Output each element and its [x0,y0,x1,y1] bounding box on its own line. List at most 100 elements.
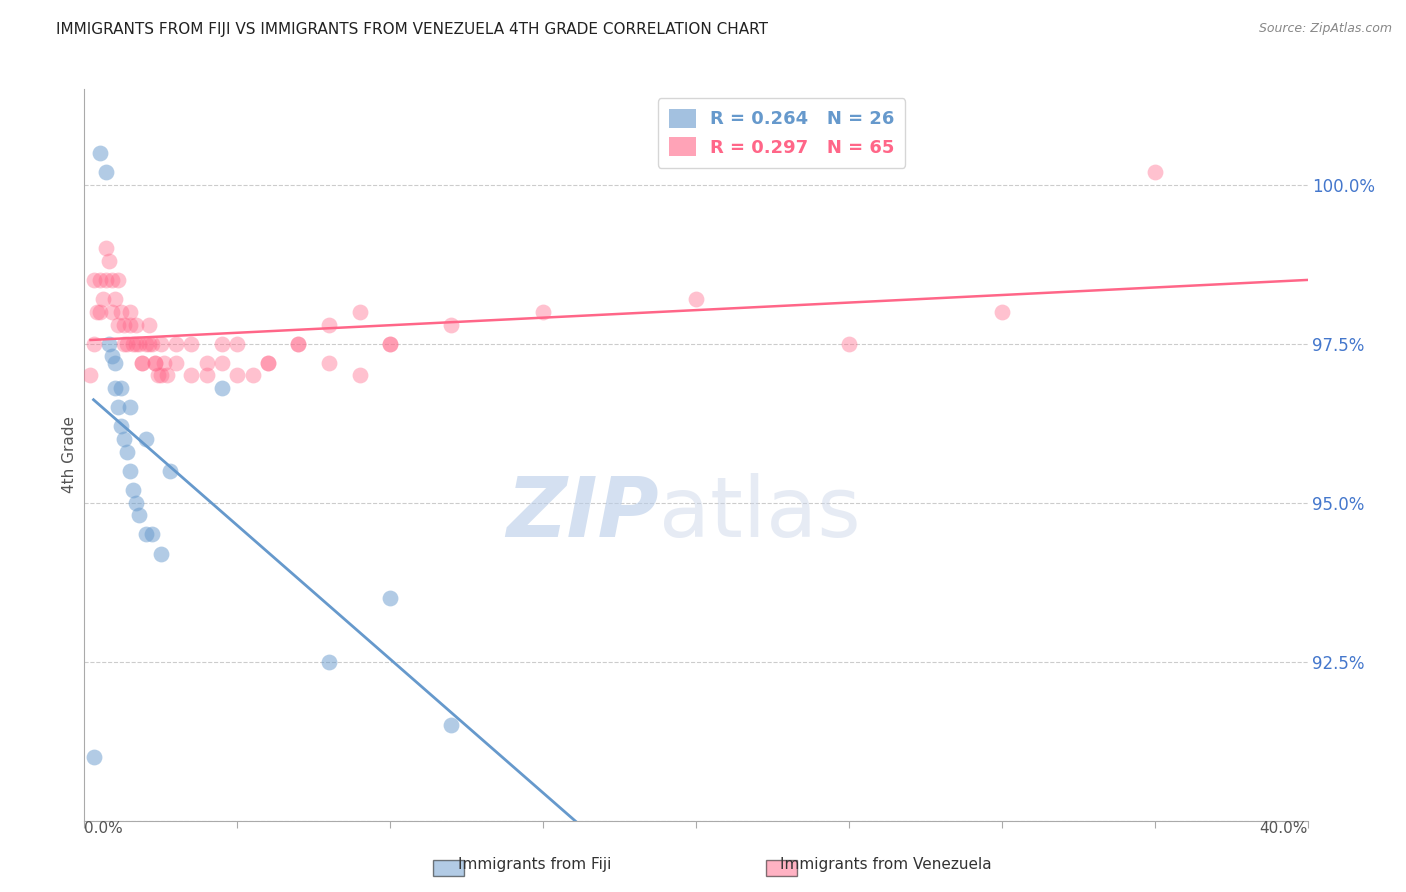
Text: Immigrants from Venezuela: Immigrants from Venezuela [780,857,991,872]
Point [257,356,280,370]
Point [110,305,132,319]
Point [318,655,340,669]
Point [149,547,172,561]
Point [83,336,105,351]
Point [257,356,280,370]
Point [115,444,138,458]
Text: atlas: atlas [659,473,860,554]
Y-axis label: 4th Grade: 4th Grade [62,417,77,493]
Point [440,318,463,332]
Point [440,718,463,732]
Point [112,432,135,446]
Point [138,336,160,351]
Point [94,241,117,255]
Point [1143,165,1166,179]
Point [91,292,114,306]
Point [226,336,249,351]
Point [226,368,249,383]
Point [180,368,202,383]
Point [128,336,150,351]
Point [79,368,101,383]
Text: ZIP: ZIP [506,473,659,554]
Point [131,356,153,370]
Point [349,368,371,383]
Point [89,305,111,319]
Point [195,356,218,370]
Point [101,349,124,363]
Point [97,254,120,268]
Point [101,305,124,319]
Point [211,381,233,395]
Text: IMMIGRANTS FROM FIJI VS IMMIGRANTS FROM VENEZUELA 4TH GRADE CORRELATION CHART: IMMIGRANTS FROM FIJI VS IMMIGRANTS FROM … [56,22,768,37]
Point [380,591,402,605]
Point [180,336,202,351]
Point [120,464,142,478]
Point [120,401,142,415]
Text: 40.0%: 40.0% [1260,821,1308,836]
Point [685,292,707,306]
Point [107,401,129,415]
Text: 0.0%: 0.0% [84,821,124,836]
Point [89,145,111,160]
Point [86,305,108,319]
Point [165,336,187,351]
Point [104,356,127,370]
Point [125,336,148,351]
Point [143,356,166,370]
Point [149,368,172,383]
Text: Source: ZipAtlas.com: Source: ZipAtlas.com [1258,22,1392,36]
Point [131,356,153,370]
Point [838,336,860,351]
Point [83,750,105,764]
Legend: R = 0.264   N = 26, R = 0.297   N = 65: R = 0.264 N = 26, R = 0.297 N = 65 [658,98,905,168]
Point [110,419,132,434]
Point [141,336,163,351]
Point [153,356,176,370]
Point [211,336,233,351]
Point [101,273,124,287]
Point [159,464,181,478]
Point [287,336,309,351]
Point [94,273,117,287]
Point [349,305,371,319]
Text: Immigrants from Fiji: Immigrants from Fiji [457,857,612,872]
Point [135,336,157,351]
Point [89,273,111,287]
Point [149,336,172,351]
Point [195,368,218,383]
Point [318,318,340,332]
Point [104,292,127,306]
Point [110,381,132,395]
Point [380,336,402,351]
Point [138,318,160,332]
Point [122,483,145,497]
Point [991,305,1014,319]
Point [107,318,129,332]
Point [125,495,148,509]
Point [380,336,402,351]
Point [318,356,340,370]
Point [104,381,127,395]
Point [242,368,264,383]
Point [97,336,120,351]
Point [112,336,135,351]
Point [115,336,138,351]
Point [120,318,142,332]
Point [156,368,179,383]
Point [122,336,145,351]
Point [107,273,129,287]
Point [211,356,233,370]
Point [143,356,166,370]
Point [83,273,105,287]
Point [112,318,135,332]
Point [531,305,554,319]
Point [287,336,309,351]
Point [128,508,150,523]
Point [120,305,142,319]
Point [125,318,148,332]
Point [94,165,117,179]
Point [141,527,163,541]
Point [146,368,169,383]
Point [135,432,157,446]
Point [135,527,157,541]
